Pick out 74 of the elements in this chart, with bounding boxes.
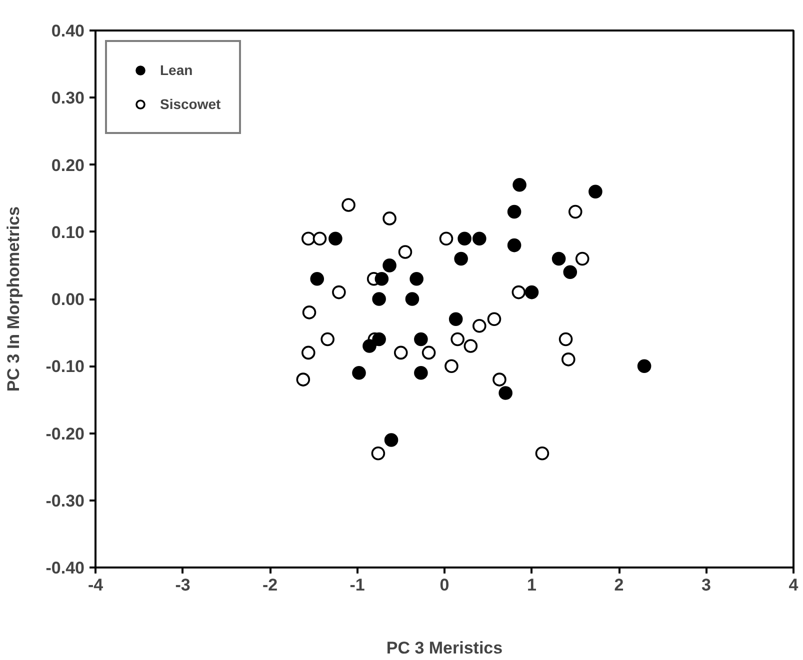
point [558, 332, 573, 346]
x-tick-label: -1 [350, 576, 365, 594]
point [372, 332, 386, 346]
point [394, 346, 408, 360]
x-tick-label: 1 [527, 576, 536, 594]
legend-label: Lean [160, 62, 193, 78]
point [512, 178, 526, 192]
point [405, 292, 420, 306]
y-tick-label: -0.30 [46, 491, 84, 510]
y-tick-label: 0.40 [51, 22, 85, 40]
point [637, 359, 652, 374]
point [492, 372, 506, 386]
point [588, 184, 602, 198]
y-axis-title: PC 3 In Morphometrics [4, 206, 23, 392]
x-tick-label: -3 [175, 576, 190, 594]
point [563, 265, 578, 280]
point [301, 346, 316, 360]
point [454, 252, 468, 266]
point [422, 346, 436, 360]
x-axis-title: PC 3 Meristics [386, 638, 503, 658]
point [498, 386, 512, 400]
point [507, 204, 522, 219]
point [535, 446, 550, 460]
point [296, 372, 310, 386]
point [398, 245, 412, 259]
point [382, 212, 396, 226]
y-tick-label: 0.20 [51, 156, 85, 175]
y-tick-label: -0.40 [46, 558, 84, 578]
point [362, 339, 376, 353]
point [450, 332, 464, 346]
y-tick-label: -0.10 [46, 357, 84, 376]
point [302, 306, 316, 320]
x-tick-label: 2 [614, 576, 624, 594]
point [439, 232, 454, 246]
point [458, 232, 472, 246]
point [472, 318, 486, 333]
point [575, 252, 590, 266]
point [524, 285, 539, 300]
point [310, 272, 324, 286]
point [487, 312, 502, 326]
point [371, 446, 386, 460]
point [374, 272, 389, 286]
x-tick-label: 3 [702, 576, 711, 594]
point [414, 332, 428, 346]
x-tick-label: 0 [440, 576, 450, 594]
point [301, 232, 316, 246]
point [332, 285, 346, 300]
point [448, 312, 463, 326]
y-tick-label: 0.00 [51, 290, 85, 309]
y-tick-label: 0.10 [51, 222, 85, 242]
x-tick-label: 4 [788, 576, 799, 594]
point [444, 359, 458, 374]
legend-label: Siscowet [160, 96, 221, 112]
point [328, 232, 342, 246]
point [512, 285, 526, 300]
y-tick-label: 0.30 [51, 88, 85, 108]
point [507, 238, 522, 252]
point [561, 352, 576, 366]
point [472, 232, 486, 246]
point [464, 339, 478, 353]
point [342, 198, 356, 212]
point [320, 332, 334, 346]
y-tick-label: -0.20 [46, 424, 84, 444]
point [568, 204, 582, 219]
point [352, 366, 366, 380]
point [414, 366, 428, 380]
point [382, 258, 396, 272]
x-tick-label: -4 [88, 576, 104, 594]
x-tick-label: -2 [262, 576, 278, 594]
point [384, 433, 398, 447]
point [410, 272, 424, 286]
point [312, 232, 327, 246]
point [552, 252, 566, 266]
point [372, 292, 386, 306]
